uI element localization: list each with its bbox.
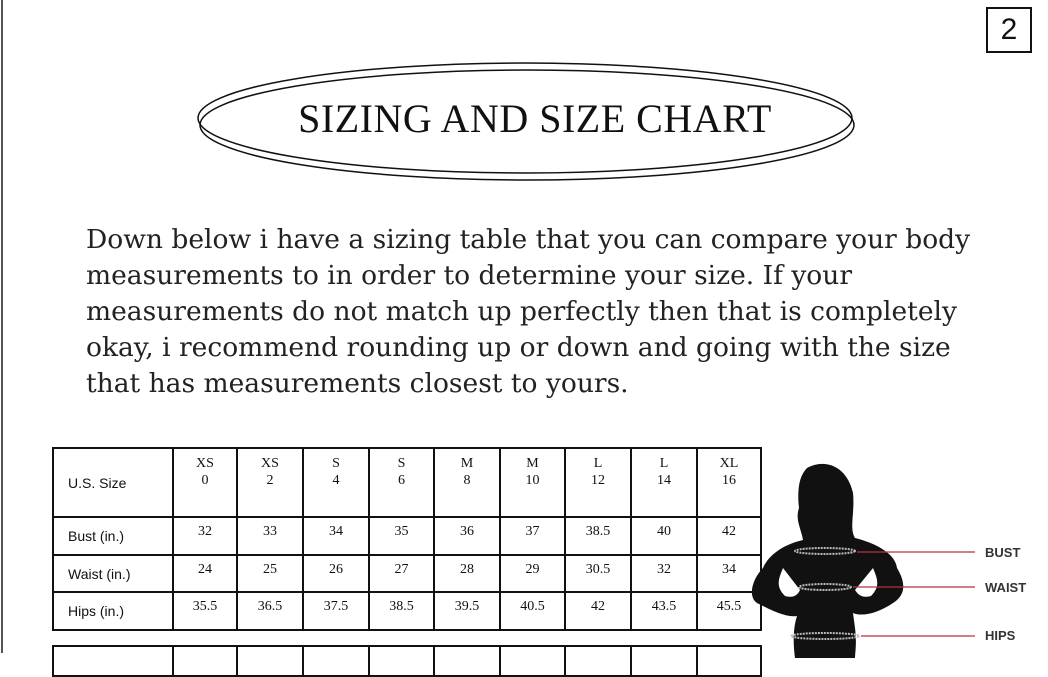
- measurement-cell: 35.5: [172, 591, 238, 631]
- size-number: 16: [722, 473, 736, 488]
- measurement-cell: 34: [696, 554, 762, 593]
- size-header: L 14: [630, 447, 698, 518]
- empty-cell: [172, 645, 238, 677]
- title-ellipse: [197, 62, 855, 181]
- intro-paragraph: Down below i have a sizing table that yo…: [86, 224, 971, 399]
- page-number: 2: [986, 7, 1032, 53]
- measurement-cell: 33: [236, 516, 304, 556]
- size-number: 12: [591, 473, 605, 488]
- measurement-cell: 40: [630, 516, 698, 556]
- size-letter: XS: [261, 456, 279, 471]
- measurement-cell: 43.5: [630, 591, 698, 631]
- size-letter: L: [593, 456, 603, 471]
- measurement-cell: 34: [302, 516, 370, 556]
- size-number: 8: [463, 473, 471, 488]
- measurement-cell: 39.5: [433, 591, 501, 631]
- measurement-cell: 27: [368, 554, 435, 593]
- measurement-cell: 36: [433, 516, 501, 556]
- size-letter: M: [460, 456, 474, 471]
- row-label: Waist (in.): [52, 554, 174, 593]
- header-label: U.S. Size: [52, 447, 174, 518]
- size-table-continued: [52, 645, 762, 677]
- size-header: XL 16: [696, 447, 762, 518]
- silhouette: [751, 463, 904, 658]
- measurement-cell: 35: [368, 516, 435, 556]
- size-number: 4: [332, 473, 340, 488]
- measurement-cell: 32: [172, 516, 238, 556]
- measurement-cell: 40.5: [499, 591, 566, 631]
- size-letter: S: [332, 456, 340, 471]
- size-table: U.S. Size XS 0 XS 2 S 4 S 6 M 8 M 10 L 12 L 14 XL 16 Bust…: [52, 447, 762, 631]
- measurement-cell: 26: [302, 554, 370, 593]
- page-edge: [1, 0, 3, 653]
- measurement-cell: 38.5: [368, 591, 435, 631]
- empty-cell: [236, 645, 304, 677]
- measurement-cell: 29: [499, 554, 566, 593]
- empty-cell: [433, 645, 501, 677]
- size-header: XS 2: [236, 447, 304, 518]
- hips-label: HIPS: [985, 628, 1016, 643]
- empty-cell: [52, 645, 174, 677]
- measurement-cell: 37: [499, 516, 566, 556]
- measurement-cell: 30.5: [564, 554, 632, 593]
- size-number: 6: [398, 473, 405, 488]
- waist-label: WAIST: [985, 580, 1026, 595]
- size-number: 10: [525, 473, 540, 488]
- measurement-cell: 45.5: [696, 591, 762, 631]
- size-header: XS 0: [172, 447, 238, 518]
- measurement-cell: 42: [564, 591, 632, 631]
- size-letter: L: [659, 456, 669, 471]
- size-letter: XL: [719, 456, 739, 471]
- empty-cell: [630, 645, 698, 677]
- table-row: Bust (in.) 32 33 34 35 36 37 38.5 40 42: [52, 516, 762, 556]
- measurement-cell: 42: [696, 516, 762, 556]
- empty-cell: [368, 645, 435, 677]
- row-label: Bust (in.): [52, 516, 174, 556]
- size-letter: S: [397, 456, 406, 471]
- table-row: Waist (in.) 24 25 26 27 28 29 30.5 32 34: [52, 554, 762, 593]
- body-measurement-figure: BUST WAIST HIPS: [751, 463, 1026, 658]
- empty-cell: [302, 645, 370, 677]
- measurement-cell: 24: [172, 554, 238, 593]
- empty-cell: [564, 645, 632, 677]
- bust-label: BUST: [985, 545, 1020, 560]
- size-letter: M: [526, 456, 539, 471]
- size-number: 0: [201, 473, 209, 488]
- measurement-cell: 36.5: [236, 591, 304, 631]
- table-row: Hips (in.) 35.5 36.5 37.5 38.5 39.5 40.5 42 43.5…: [52, 591, 762, 631]
- measurement-cell: 38.5: [564, 516, 632, 556]
- measurement-cell: 37.5: [302, 591, 370, 631]
- size-header: M 10: [499, 447, 566, 518]
- row-label: Hips (in.): [52, 591, 174, 631]
- measurement-cell: 25: [236, 554, 304, 593]
- measurement-cell: 32: [630, 554, 698, 593]
- size-number: 14: [657, 473, 671, 488]
- measurement-cell: 28: [433, 554, 501, 593]
- size-letter: XS: [196, 456, 214, 471]
- size-header: L 12: [564, 447, 632, 518]
- size-number: 2: [266, 473, 274, 488]
- page-title: SIZING AND SIZE CHART: [298, 96, 772, 141]
- empty-cell: [499, 645, 566, 677]
